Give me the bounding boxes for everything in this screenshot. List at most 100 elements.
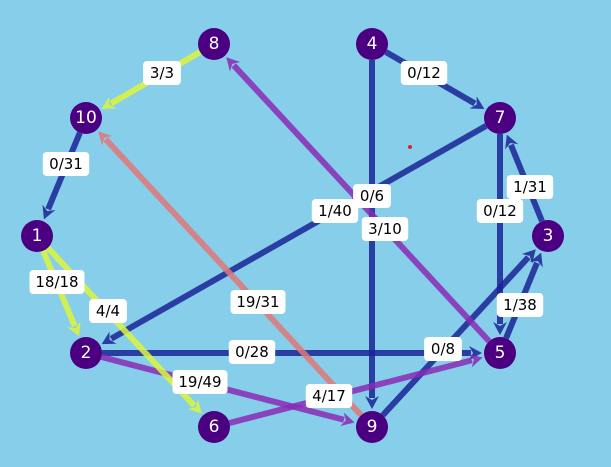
edge-labels-layer: 0/12 0/6 0/12 1/40 1/31 1/38 0/31 0/28 0/8 3/10 19… <box>29 61 554 408</box>
node-label: 1 <box>32 226 43 246</box>
edge-label: 4/4 <box>89 299 127 323</box>
node-label: 8 <box>209 34 220 54</box>
node-circle <box>21 220 53 252</box>
arrowhead-icon <box>101 331 117 345</box>
stray-red-dot <box>408 145 412 149</box>
node-label: 5 <box>495 343 506 363</box>
edges-layer <box>40 49 545 427</box>
edge-label: 18/18 <box>29 270 85 294</box>
node-7: 7 <box>484 102 516 134</box>
edge-label-box <box>506 175 554 199</box>
edge-9-10 <box>98 131 364 418</box>
arrowhead-icon <box>529 252 543 268</box>
edge-label-box <box>230 290 286 314</box>
node-circle <box>356 28 388 60</box>
edge-7-2 <box>101 123 488 345</box>
edge-label: 3/10 <box>361 217 409 241</box>
arrowhead-icon <box>493 322 507 335</box>
edge-label-text: 0/6 <box>360 187 384 205</box>
node-label: 10 <box>75 108 97 128</box>
edge-label-text: 3/3 <box>150 64 174 82</box>
node-label: 7 <box>495 108 506 128</box>
node-label: 3 <box>543 226 554 246</box>
edge-label: 19/31 <box>230 290 286 314</box>
edge-label-text: 1/31 <box>513 178 547 196</box>
edge-label: 3/3 <box>143 61 181 85</box>
edge-label-box <box>172 370 228 394</box>
edge-label: 0/8 <box>424 337 462 361</box>
edge-label: 0/28 <box>228 340 276 364</box>
edge-10-1 <box>42 131 83 220</box>
node-label: 2 <box>81 343 92 363</box>
edge-label-box <box>424 337 462 361</box>
edge-label: 0/12 <box>476 199 524 223</box>
node-circle <box>198 411 230 443</box>
edge-label-box <box>143 61 181 85</box>
edge-label-box <box>353 184 391 208</box>
edge-label-box <box>228 340 276 364</box>
node-circle <box>532 220 564 252</box>
node-circle <box>484 337 516 369</box>
arrowhead-icon <box>226 57 241 72</box>
node-5: 5 <box>484 337 516 369</box>
edge-label-box <box>29 270 85 294</box>
arrowhead-icon <box>187 399 202 414</box>
edge-label-text: 19/31 <box>236 293 279 311</box>
edge-label: 0/12 <box>400 61 448 85</box>
edge-label-text: 0/28 <box>235 343 269 361</box>
edge-label: 1/40 <box>311 199 359 223</box>
node-circle <box>70 337 102 369</box>
edge-label-text: 1/40 <box>318 202 352 220</box>
edge-label-box <box>400 61 448 85</box>
node-circle <box>356 411 388 443</box>
edge-label-box <box>305 384 353 408</box>
arrowhead-icon <box>505 134 519 150</box>
arrowhead-icon <box>98 131 113 146</box>
node-10: 10 <box>70 102 102 134</box>
node-2: 2 <box>70 337 102 369</box>
edge-label-text: 1/38 <box>503 296 537 314</box>
edge-label-text: 19/49 <box>178 373 221 391</box>
node-label: 4 <box>367 34 378 54</box>
edge-label: 1/38 <box>496 293 544 317</box>
edge-label-box <box>476 199 524 223</box>
node-circle <box>70 102 102 134</box>
edge-label-box <box>89 299 127 323</box>
node-6: 6 <box>198 411 230 443</box>
edge-label-box <box>42 152 90 176</box>
edge-label-text: 18/18 <box>35 273 78 291</box>
node-8: 8 <box>198 28 230 60</box>
edge-label-text: 3/10 <box>368 220 402 238</box>
node-9: 9 <box>356 411 388 443</box>
edge-label-box <box>311 199 359 223</box>
node-circle <box>198 28 230 60</box>
edge-label: 4/17 <box>305 384 353 408</box>
node-1: 1 <box>21 220 53 252</box>
edge-label-text: 0/8 <box>431 340 455 358</box>
arrowhead-icon <box>340 412 355 427</box>
node-circle <box>484 102 516 134</box>
edge-label-text: 0/12 <box>407 64 441 82</box>
edge-label-text: 0/12 <box>483 202 517 220</box>
arrowhead-icon <box>521 249 536 264</box>
node-4: 4 <box>356 28 388 60</box>
edge-label: 1/31 <box>506 175 554 199</box>
node-label: 6 <box>209 417 220 437</box>
node-label: 9 <box>367 417 378 437</box>
arrowhead-icon <box>468 353 483 368</box>
edge-label: 0/31 <box>42 152 90 176</box>
edge-label-text: 4/17 <box>312 387 346 405</box>
edge-label-box <box>361 217 409 241</box>
edge-label: 0/6 <box>353 184 391 208</box>
nodes-layer: 1 2 3 4 5 6 7 8 9 10 <box>21 28 564 443</box>
edge-label-box <box>496 293 544 317</box>
arrowhead-icon <box>42 204 56 220</box>
arrowhead-icon <box>365 396 379 409</box>
arrowhead-icon <box>67 321 81 337</box>
arrowhead-icon <box>101 96 117 109</box>
edge-9-3 <box>380 249 536 418</box>
edge-label-text: 4/4 <box>96 302 120 320</box>
edge-label-text: 0/31 <box>49 155 83 173</box>
node-3: 3 <box>532 220 564 252</box>
